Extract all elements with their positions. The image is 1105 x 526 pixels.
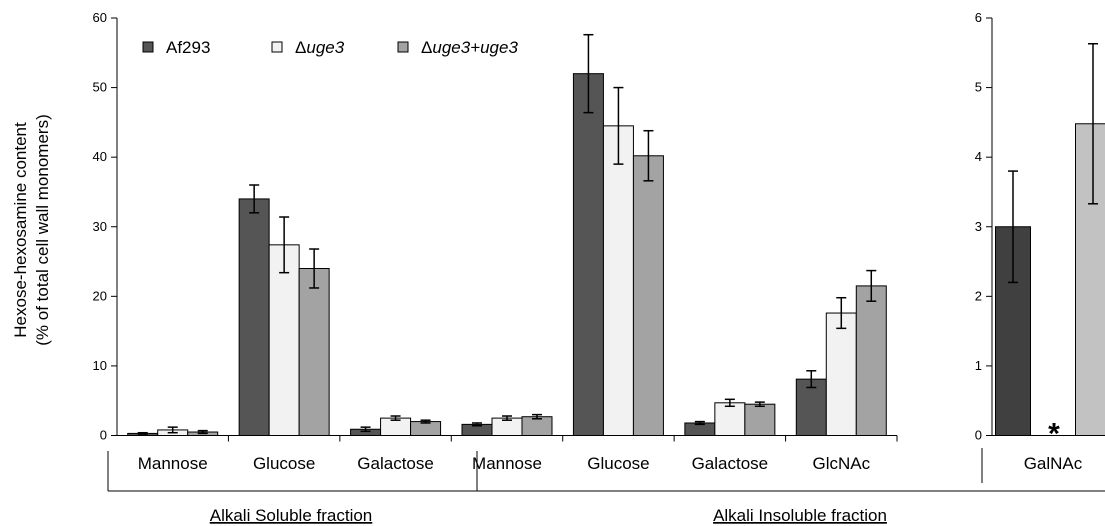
x-category-label: Glucose xyxy=(587,454,649,473)
inset-y-tick-label: 1 xyxy=(975,358,982,373)
inset-y-tick-label: 0 xyxy=(975,428,982,443)
bar xyxy=(825,312,857,436)
bar xyxy=(714,402,746,437)
x-category-label: Galactose xyxy=(692,454,769,473)
y-tick-label: 60 xyxy=(93,10,107,25)
bar xyxy=(744,403,776,436)
inset-y-tick-label: 4 xyxy=(975,149,982,164)
significance-marker: * xyxy=(1048,418,1060,451)
legend-swatch xyxy=(271,41,283,53)
x-category-label: Galactose xyxy=(357,454,434,473)
y-tick-label: 10 xyxy=(93,358,107,373)
y-axis-title-line-2: (% of total cell wall monomers) xyxy=(33,114,52,345)
bar xyxy=(572,73,604,437)
main-plot: 0 10 20 30 40 50 60 xyxy=(93,10,898,443)
category-labels: Mannose Glucose Galactose Mannose Glucose Gal… xyxy=(107,448,1105,525)
y-axis-title-line-1: Hexose-hexosamine content xyxy=(11,122,30,338)
x-category-label: Glucose xyxy=(253,454,315,473)
inset-y-tick-label: 6 xyxy=(975,10,982,25)
legend-label: Δuge3 xyxy=(295,38,345,57)
x-category-label: GlcNAc xyxy=(812,454,870,473)
inset-y-tick-label: 2 xyxy=(975,288,982,303)
inset-bar xyxy=(1075,123,1105,437)
x-category-label: Mannose xyxy=(472,454,542,473)
group-label: Alkali Soluble fraction xyxy=(210,506,373,525)
y-tick-label: 50 xyxy=(93,80,107,95)
x-category-label: Mannose xyxy=(138,454,208,473)
y-axis-title: Hexose-hexosamine content (% of total ce… xyxy=(11,114,52,345)
bar xyxy=(632,155,664,436)
legend: Af293 Δuge3 Δuge3+uge3 xyxy=(142,38,518,57)
bar xyxy=(855,285,887,437)
bar xyxy=(298,268,330,436)
y-tick-label: 40 xyxy=(93,149,107,164)
legend-swatch xyxy=(142,41,154,53)
bar xyxy=(602,125,634,437)
legend-label: Δuge3+uge3 xyxy=(421,38,518,57)
bar xyxy=(268,244,300,436)
y-tick-label: 20 xyxy=(93,288,107,303)
group-label: Alkali Insoluble fraction xyxy=(713,506,887,525)
y-tick-label: 30 xyxy=(93,219,107,234)
legend-swatch xyxy=(397,41,409,53)
legend-label: Af293 xyxy=(166,38,210,57)
galnac-plot: 0 1 2 3 4 5 6 * xyxy=(975,10,1105,451)
y-tick-label: 0 xyxy=(100,428,107,443)
bar xyxy=(238,198,270,436)
inset-y-tick-label: 3 xyxy=(975,219,982,234)
inset-category-label: GalNAc xyxy=(1024,454,1083,473)
inset-y-tick-label: 5 xyxy=(975,80,982,95)
